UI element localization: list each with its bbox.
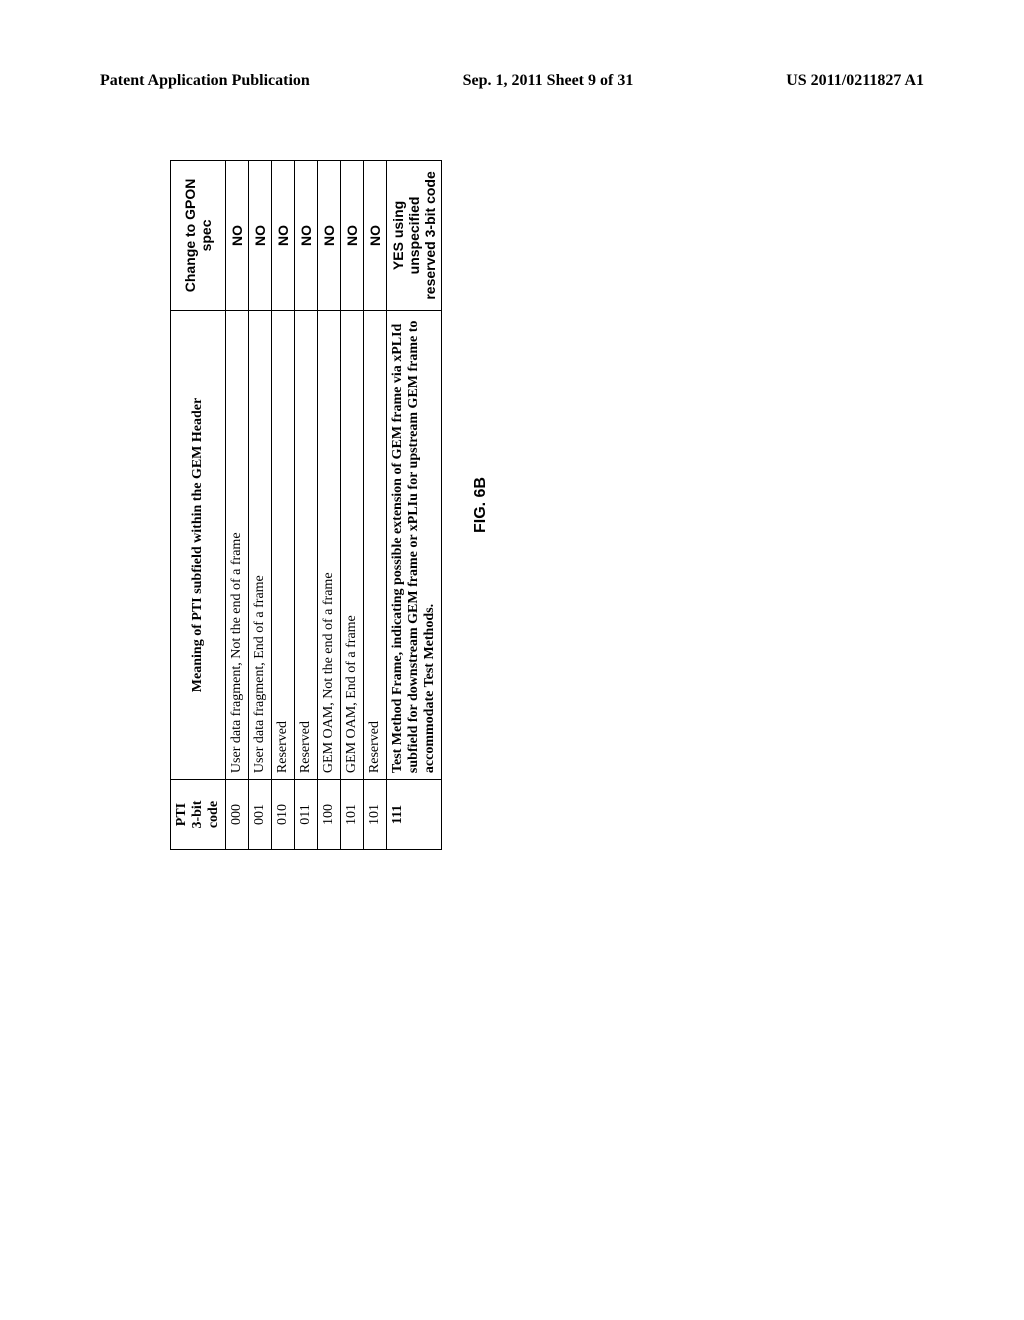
cell-meaning: User data fragment, Not the end of a fra… <box>226 310 249 779</box>
figure-label: FIG. 6B <box>472 160 490 850</box>
cell-code: 100 <box>318 780 341 850</box>
header-center: Sep. 1, 2011 Sheet 9 of 31 <box>463 72 634 90</box>
cell-change: NO <box>318 161 341 311</box>
table-row: 100 GEM OAM, Not the end of a frame NO <box>318 161 341 850</box>
th-meaning: Meaning of PTI subfield within the GEM H… <box>171 310 226 779</box>
th-change: Change to GPON spec <box>171 161 226 311</box>
cell-code: 011 <box>295 780 318 850</box>
header-right: US 2011/0211827 A1 <box>786 72 924 90</box>
cell-code: 101 <box>341 780 364 850</box>
rotated-figure: PTI 3-bit code Meaning of PTI subfield w… <box>170 160 870 850</box>
cell-change: YES using unspecified reserved 3-bit cod… <box>387 161 442 311</box>
table-row: 101 Reserved NO <box>364 161 387 850</box>
cell-code: 010 <box>272 780 295 850</box>
cell-code: 111 <box>387 780 442 850</box>
cell-code: 001 <box>249 780 272 850</box>
cell-change: NO <box>249 161 272 311</box>
cell-meaning: GEM OAM, Not the end of a frame <box>318 310 341 779</box>
table-row: 011 Reserved NO <box>295 161 318 850</box>
table-header-row: PTI 3-bit code Meaning of PTI subfield w… <box>171 161 226 850</box>
cell-meaning: Reserved <box>295 310 318 779</box>
table-row-bold: 111 Test Method Frame, indicating possib… <box>387 161 442 850</box>
cell-change: NO <box>364 161 387 311</box>
th-pti-line1: PTI <box>174 803 189 826</box>
cell-change: NO <box>272 161 295 311</box>
cell-change: NO <box>341 161 364 311</box>
cell-meaning: Reserved <box>272 310 295 779</box>
table-row: 001 User data fragment, End of a frame N… <box>249 161 272 850</box>
header-left: Patent Application Publication <box>100 72 310 90</box>
cell-meaning: User data fragment, End of a frame <box>249 310 272 779</box>
table-row: 101 GEM OAM, End of a frame NO <box>341 161 364 850</box>
cell-code: 000 <box>226 780 249 850</box>
cell-code: 101 <box>364 780 387 850</box>
th-pti-line2: 3-bit code <box>190 801 221 829</box>
cell-meaning: Reserved <box>364 310 387 779</box>
cell-meaning: Test Method Frame, indicating possible e… <box>387 310 442 779</box>
cell-change: NO <box>295 161 318 311</box>
table-row: 000 User data fragment, Not the end of a… <box>226 161 249 850</box>
table-row: 010 Reserved NO <box>272 161 295 850</box>
cell-meaning: GEM OAM, End of a frame <box>341 310 364 779</box>
page-header: Patent Application Publication Sep. 1, 2… <box>0 72 1024 90</box>
cell-change: NO <box>226 161 249 311</box>
pti-table: PTI 3-bit code Meaning of PTI subfield w… <box>170 160 442 850</box>
th-pti-code: PTI 3-bit code <box>171 780 226 850</box>
figure-container: PTI 3-bit code Meaning of PTI subfield w… <box>175 155 865 855</box>
